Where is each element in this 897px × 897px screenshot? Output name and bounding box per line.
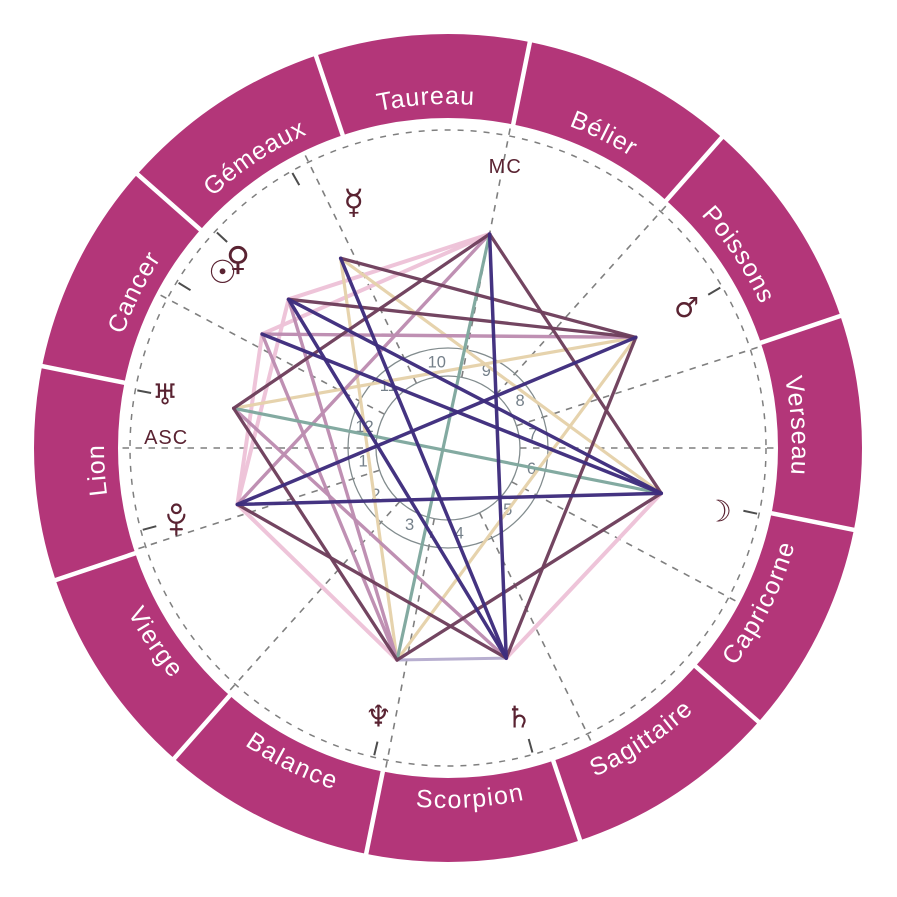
planet-soleil-glyph: ☉ bbox=[208, 253, 237, 291]
planet-tick-pluton bbox=[142, 525, 157, 531]
sign-separator-3 bbox=[313, 53, 346, 137]
planet-neptune-glyph: ♆ bbox=[365, 700, 392, 735]
sign-separator-8 bbox=[363, 770, 386, 856]
planet-tick-soleil bbox=[178, 282, 192, 292]
planet-tick-mars bbox=[707, 286, 721, 296]
aspect-venus-lune-quincunx bbox=[286, 297, 663, 496]
sign-separator-7 bbox=[171, 693, 233, 761]
aspect-pluton-saturne-square bbox=[235, 502, 508, 660]
planet-mercure-glyph: ☿ bbox=[343, 182, 364, 222]
planet-tick-neptune bbox=[373, 741, 379, 756]
sign-separator-4 bbox=[135, 171, 203, 233]
house-number-1: 1 bbox=[358, 452, 367, 470]
house-cusp-8 bbox=[516, 346, 759, 427]
aspect-mc-uranus-square bbox=[232, 232, 492, 410]
aspect-soleil-lune-quincunx bbox=[260, 332, 663, 496]
planet-tick-uranus bbox=[137, 389, 152, 394]
aspect-pluton-mars-quincunx bbox=[235, 335, 638, 507]
aspect-pluton-neptune-sextile bbox=[235, 502, 400, 662]
aspect-mc-neptune-opposition bbox=[395, 232, 492, 662]
sign-label-text-lion: Lion bbox=[82, 444, 112, 498]
outer-dashed-circle bbox=[129, 129, 767, 767]
sign-separator-11 bbox=[770, 510, 856, 533]
planet-uranus-glyph: ♅ bbox=[152, 378, 178, 412]
aspect-saturne-mars-square bbox=[504, 335, 638, 660]
sign-separator-6 bbox=[53, 550, 137, 583]
sign-separator-10 bbox=[693, 663, 761, 725]
aspect-uranus-lune-opposition bbox=[232, 406, 663, 495]
planet-mars-glyph: ♂ bbox=[674, 291, 699, 324]
house-number-4: 4 bbox=[455, 524, 464, 542]
aspect-mc-venus-sextile bbox=[286, 232, 492, 302]
aspect-soleil-mars-trine bbox=[260, 332, 638, 340]
aspect-pluton-lune-quincunx bbox=[235, 491, 663, 507]
house-number-8: 8 bbox=[516, 392, 525, 410]
planet-tick-lune bbox=[743, 509, 758, 515]
aspect-mc-saturne-quincunx bbox=[487, 232, 509, 660]
house-cusp-2 bbox=[137, 469, 380, 550]
planet-venus-glyph: ♀ bbox=[226, 239, 250, 278]
house-number-9: 9 bbox=[482, 362, 491, 380]
sign-separator-0 bbox=[759, 313, 843, 346]
sign-separator-2 bbox=[510, 40, 533, 126]
house-cusp-5 bbox=[478, 512, 592, 742]
house-cusp-9 bbox=[495, 205, 667, 396]
aspect-mercure-mars-square bbox=[339, 256, 638, 340]
aspect-mercure-saturne-quincunx bbox=[338, 256, 509, 660]
aspect-saturne-lune-sextile bbox=[504, 491, 664, 661]
house-number-10: 10 bbox=[428, 354, 446, 372]
planet-tick-saturne bbox=[527, 738, 534, 753]
house-cusp-6 bbox=[511, 481, 737, 602]
sign-separator-1 bbox=[663, 135, 725, 203]
house-number-7: 7 bbox=[528, 426, 537, 444]
planet-tick-venus bbox=[216, 231, 228, 243]
mc-label: MC bbox=[489, 156, 522, 178]
sign-label-lion: Lion bbox=[82, 444, 113, 498]
aspect-uranus-saturne-trine bbox=[231, 406, 508, 660]
house-cusp-4 bbox=[385, 518, 436, 769]
aspect-uranus-neptune-square bbox=[232, 406, 399, 662]
aspect-uranus-mars-sesquiquadrate bbox=[232, 335, 638, 410]
pluto-orb bbox=[170, 503, 182, 515]
planet-saturne-glyph: ♄ bbox=[505, 700, 532, 735]
sign-separator-9 bbox=[550, 759, 583, 843]
aspect-neptune-saturne-semisextile bbox=[395, 656, 508, 662]
asc-label: ASC bbox=[144, 427, 188, 449]
aspect-venus-mars-square bbox=[286, 297, 638, 340]
planet-pluton-glyph bbox=[167, 503, 186, 536]
sign-separator-5 bbox=[40, 363, 126, 386]
house-cusp-11 bbox=[304, 154, 418, 384]
aspect-soleil-pluton-sextile bbox=[235, 332, 265, 507]
planet-lune-glyph: ☽ bbox=[705, 494, 732, 529]
aspect-mc-pluton-trine bbox=[235, 232, 492, 507]
planet-tick-mercure bbox=[291, 172, 301, 186]
aspect-neptune-lune-square bbox=[395, 491, 663, 662]
house-number-2: 2 bbox=[371, 486, 380, 504]
zodiac-ring bbox=[34, 34, 862, 862]
house-number-3: 3 bbox=[405, 516, 414, 534]
aspect-mercure-neptune-sesquiquadrate bbox=[339, 256, 399, 662]
